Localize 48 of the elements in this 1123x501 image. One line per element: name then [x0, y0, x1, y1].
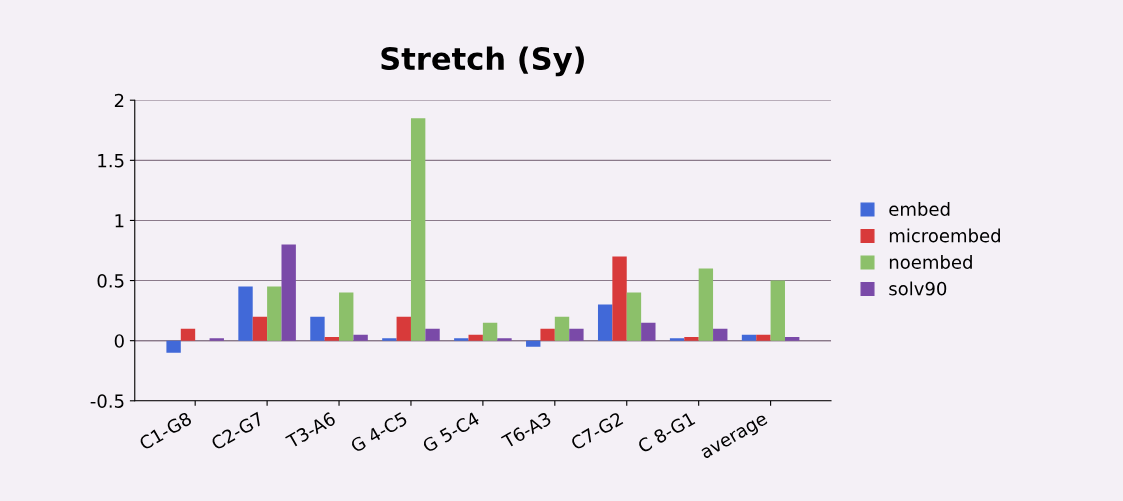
bar	[482, 322, 498, 341]
x-tick-label: C 8-G1	[636, 411, 696, 454]
bar	[353, 334, 368, 341]
bar	[741, 334, 757, 341]
bar	[425, 328, 440, 341]
bar	[684, 337, 699, 341]
bar	[310, 316, 325, 341]
bar	[641, 322, 656, 341]
bar	[669, 338, 685, 341]
bar	[540, 328, 555, 341]
x-tick-label: G 4-C5	[349, 411, 408, 454]
bar	[497, 338, 512, 341]
bar	[396, 316, 411, 341]
y-tick-label: 2	[114, 93, 124, 108]
legend-label: solv90	[889, 281, 947, 296]
chart-title: Stretch (Sy)	[381, 46, 584, 77]
y-tick-label: 1	[115, 214, 124, 228]
bar	[454, 338, 469, 341]
y-tick-label: 0.5	[97, 274, 124, 288]
bar	[339, 292, 354, 341]
bar	[713, 328, 728, 341]
bar	[252, 316, 268, 341]
y-tick-label: -0.5	[90, 394, 124, 408]
bar	[756, 334, 771, 341]
bar	[612, 256, 627, 341]
bar	[698, 268, 714, 341]
bar	[281, 244, 296, 341]
bar	[267, 286, 282, 341]
bar	[324, 337, 340, 341]
bar	[410, 118, 426, 341]
bar	[526, 340, 541, 347]
bar	[238, 286, 253, 341]
legend-label: embed	[889, 202, 950, 216]
bar	[209, 338, 224, 341]
bar	[597, 304, 613, 341]
legend-label: microembed	[889, 228, 1000, 243]
bar	[569, 328, 584, 341]
bar	[382, 338, 397, 341]
legend-label: noembed	[889, 255, 972, 269]
bar	[784, 337, 800, 341]
bar	[468, 334, 483, 341]
bar	[180, 328, 196, 341]
y-tick-label: 1.5	[98, 154, 124, 168]
bar	[626, 292, 642, 341]
bar	[554, 316, 570, 341]
bar	[166, 340, 181, 353]
bar	[770, 280, 785, 341]
y-tick-label: 0	[114, 334, 124, 348]
